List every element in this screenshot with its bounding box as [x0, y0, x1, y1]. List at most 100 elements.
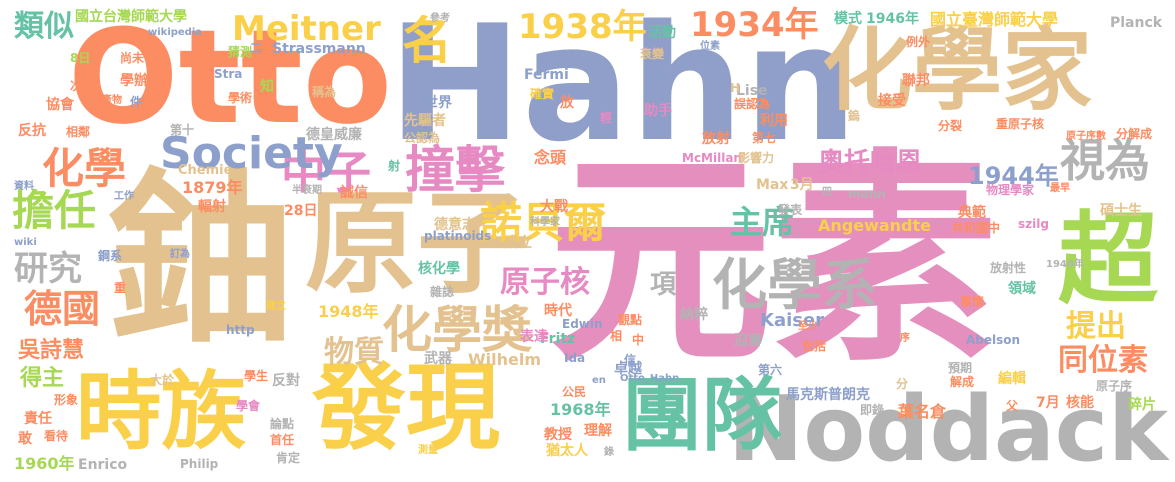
word-two: 二 — [250, 41, 263, 55]
word-guess: 猜測 — [228, 45, 253, 59]
word-first-term: 首任 — [270, 433, 295, 447]
word-szilg: szilg — [1018, 217, 1049, 231]
word-federal: 聯邦 — [902, 73, 930, 89]
word-chem-dept: 化學系 — [712, 253, 878, 317]
word-kaiser-wilhelm-zh: 德皇威廉 — [306, 127, 362, 143]
word-put: 放 — [560, 95, 574, 111]
word-max-planck-zh: 馬克斯普朗克 — [786, 387, 870, 403]
word-fermi: Fermi — [524, 67, 569, 83]
word-regard: 視為 — [1060, 134, 1151, 187]
word-include: 包括 — [802, 339, 827, 353]
word-serve: 擔任 — [12, 186, 97, 235]
word-called: 稱為 — [312, 85, 337, 99]
word-excellent: 卓越 — [614, 361, 642, 377]
word-planck: Planck — [1110, 15, 1163, 31]
word-ming: 名 — [402, 12, 452, 70]
word-view: 看待 — [44, 429, 69, 443]
word-nobel: 諾貝爾 — [480, 198, 607, 247]
word-enrico: Enrico — [78, 457, 128, 473]
word-establish: 成立 — [504, 235, 532, 251]
word-society: Society — [160, 128, 343, 179]
word-physicist: 物理學家 — [986, 183, 1035, 197]
word-hahn: Hahn — [388, 0, 858, 177]
word-accept: 接受 — [878, 93, 906, 109]
word-know: 知 — [260, 79, 274, 95]
word-held: 學辦 — [120, 73, 148, 89]
word-influence: 影響力 — [738, 151, 775, 165]
word-1934: 1934年 — [690, 5, 819, 45]
word-edwin: Edwin — [562, 317, 603, 331]
word-adjacent: 相鄰 — [66, 125, 91, 139]
word-chemistry: 化學 — [42, 144, 127, 193]
word-atomic-order: 原子序 — [1096, 379, 1133, 393]
word-academic: 學術 — [228, 91, 253, 105]
word-strassmann: Strassmann — [272, 41, 366, 57]
word-student: 學生 — [244, 369, 269, 383]
word-indeed: 確實 — [530, 87, 555, 101]
word-reference: 參考 — [430, 13, 450, 24]
word-neutron: 中子 — [281, 146, 372, 199]
word-http: http — [226, 323, 255, 337]
word-abelson: Abelson — [966, 333, 1021, 347]
word-isotope-part: 位素 — [700, 41, 720, 52]
word-republic: 共和國中 — [952, 221, 1001, 235]
word-war: 大戰 — [540, 199, 568, 215]
word-affirm: 肯定 — [276, 451, 301, 465]
word-angewandte: Angewandte — [818, 216, 931, 235]
word-actinide: 鋼系 — [98, 249, 123, 263]
word-uranium: 鈾 — [108, 152, 293, 368]
word-shoot: 射 — [388, 159, 401, 173]
word-earliest: 最早 — [1050, 183, 1070, 194]
word-radiation: 輻射 — [198, 199, 226, 215]
word-tungsten: 鎢 — [848, 109, 861, 123]
word-1946: 1946年 — [866, 11, 919, 27]
word-set-as: 訂為 — [170, 249, 190, 260]
word-utilize: 利用 — [760, 113, 788, 129]
word-sixth: 第六 — [758, 363, 783, 377]
word-product: 產物 — [102, 95, 122, 106]
word-july: 7月 — [1036, 395, 1060, 411]
word-atom: 原子 — [305, 179, 529, 309]
word-germany: 德國 — [24, 287, 101, 331]
word-build: 建立 — [266, 301, 286, 312]
word-28th: 28日 — [284, 203, 318, 219]
word-citizen: 公民 — [562, 385, 587, 399]
word-wu: 吳詩慧 — [18, 338, 85, 363]
word-measure: 測量 — [418, 445, 438, 456]
word-middle: 中 — [632, 333, 645, 347]
word-nucleus: 原子核 — [500, 265, 590, 300]
word-seventh: 第七 — [752, 131, 777, 145]
word-responsibility: 責任 — [24, 411, 52, 427]
word-order: 序 — [900, 333, 910, 344]
word-1944: 1944年 — [968, 162, 1059, 190]
word-argument: 論點 — [270, 417, 295, 431]
word-1968: 1968年 — [550, 400, 611, 419]
word-wilhelm: Wilhelm — [468, 350, 542, 369]
word-recognized: 公認為 — [404, 131, 441, 145]
word-idea: 念頭 — [534, 148, 567, 167]
word-emit: 放射 — [702, 131, 730, 147]
word-1948: 1948年 — [318, 302, 379, 321]
word-work: 工作 — [114, 191, 134, 202]
word-nuclear: 核 — [650, 73, 664, 89]
word-decay: 衰變 — [640, 47, 665, 61]
word-society-zh: 學會 — [236, 399, 261, 413]
word-model: 典範 — [958, 205, 986, 221]
word-record-2: 錄 — [604, 447, 614, 458]
word-viewpoint: 觀點 — [618, 313, 643, 327]
word-father: 父 — [1006, 399, 1019, 413]
word-chem-prize: 化學獎 — [382, 301, 532, 359]
word-1938: 1938年 — [518, 7, 647, 47]
word-era: 時代 — [544, 303, 572, 319]
word-not-yet: 尚未 — [120, 51, 145, 65]
word-exception: 例外 — [906, 35, 931, 49]
word-meitner: Meitner — [232, 9, 381, 49]
word-ntnu-2: 國立臺灣師範大學 — [930, 10, 1059, 29]
word-chemist: 化學家 — [822, 18, 1092, 123]
word-1879: 1879年 — [182, 178, 243, 197]
word-chemie: Chemie — [178, 163, 233, 178]
word-jewish: 猶太人 — [546, 443, 588, 459]
word-h: H — [730, 81, 741, 95]
word-times: 次 — [70, 79, 83, 93]
word-oppose: 反對 — [272, 373, 300, 389]
